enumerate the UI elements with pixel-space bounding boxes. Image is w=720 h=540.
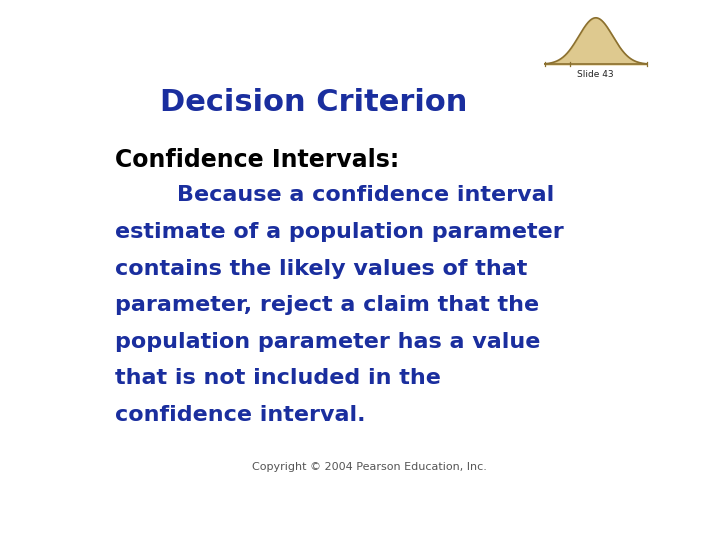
- Text: confidence interval.: confidence interval.: [115, 405, 366, 425]
- Text: population parameter has a value: population parameter has a value: [115, 332, 541, 352]
- Text: Decision Criterion: Decision Criterion: [160, 87, 467, 117]
- Text: parameter, reject a claim that the: parameter, reject a claim that the: [115, 295, 539, 315]
- Text: Confidence Intervals:: Confidence Intervals:: [115, 148, 400, 172]
- Text: Because a confidence interval: Because a confidence interval: [115, 185, 554, 205]
- Text: estimate of a population parameter: estimate of a population parameter: [115, 222, 564, 242]
- Text: Slide 43: Slide 43: [577, 70, 614, 79]
- Text: that is not included in the: that is not included in the: [115, 368, 441, 388]
- Text: contains the likely values of that: contains the likely values of that: [115, 259, 528, 279]
- Text: Copyright © 2004 Pearson Education, Inc.: Copyright © 2004 Pearson Education, Inc.: [251, 462, 487, 472]
